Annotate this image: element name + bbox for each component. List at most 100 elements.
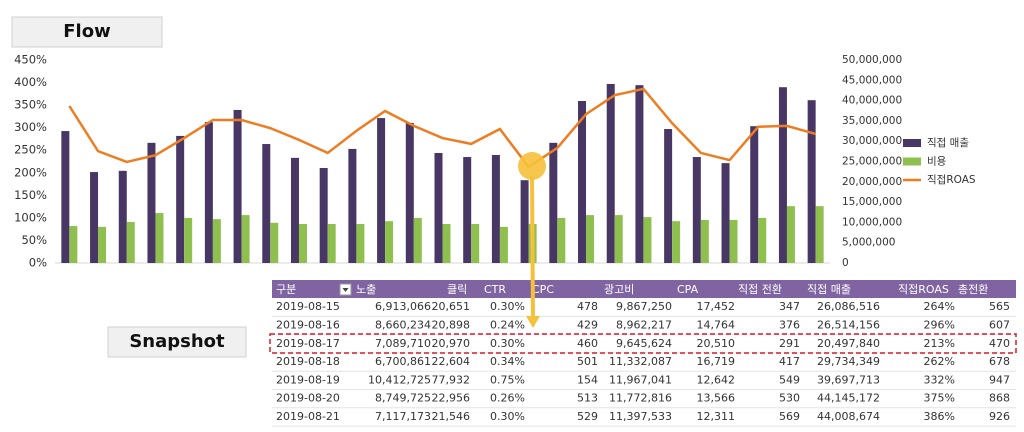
table-cell: 11,967,041 <box>609 373 672 386</box>
y-tick-label: 200% <box>14 165 47 179</box>
legend-label: 직접ROAS <box>927 174 976 186</box>
table-cell: 11,332,087 <box>609 355 672 368</box>
bar <box>212 219 221 263</box>
table-cell: 11,772,816 <box>609 392 672 405</box>
table-cell: 14,764 <box>697 318 736 331</box>
table-header-bg <box>272 280 1016 298</box>
table-cell: 417 <box>779 355 800 368</box>
y2-tick-label: 50,000,000 <box>842 54 902 66</box>
bar <box>491 155 500 263</box>
y-tick-label: 100% <box>14 210 47 224</box>
bar <box>692 157 701 263</box>
table-cell: 386% <box>924 410 955 423</box>
table-cell: 29,734,349 <box>817 355 880 368</box>
bar <box>700 219 709 263</box>
bar <box>520 180 529 263</box>
y2-tick-label: 30,000,000 <box>842 135 902 147</box>
bar <box>69 226 78 263</box>
table-cell: 44,008,674 <box>817 410 880 423</box>
table-cell: 530 <box>779 392 800 405</box>
y2-tick-label: 15,000,000 <box>842 196 902 208</box>
table-cell: 12,311 <box>697 410 736 423</box>
bar <box>721 163 730 263</box>
bar <box>385 221 394 263</box>
table-cell: 2019-08-17 <box>276 337 340 350</box>
bar <box>815 206 824 263</box>
table-cell: 868 <box>989 392 1010 405</box>
column-header: CTR <box>484 283 506 296</box>
line <box>68 87 816 169</box>
flow-label: Flow <box>63 21 110 42</box>
focus-marker <box>518 152 546 180</box>
bar <box>606 83 615 263</box>
highlight-row <box>269 333 1017 354</box>
table-cell: 0.34% <box>490 355 525 368</box>
bar <box>499 226 508 263</box>
bar <box>233 109 242 263</box>
column-header: 직접ROAS <box>898 283 949 296</box>
table-cell: 12,642 <box>697 373 736 386</box>
bar <box>643 217 652 263</box>
table-cell: 2019-08-21 <box>276 410 340 423</box>
bar <box>750 126 759 263</box>
y-tick-label: 400% <box>14 75 47 89</box>
y-tick-label: 300% <box>14 120 47 134</box>
table-cell: 9,867,250 <box>616 300 672 313</box>
table-cell: 262% <box>924 355 955 368</box>
bar <box>442 224 451 263</box>
bar <box>672 221 681 263</box>
table-cell: 0.24% <box>490 318 525 331</box>
bar <box>98 226 107 263</box>
table-cell: 2019-08-19 <box>276 373 340 386</box>
table-cell: 21,546 <box>432 410 471 423</box>
snapshot-box <box>107 326 247 358</box>
chart: 0% 50% 100% 150% 200% 250% 300% 350% 400% 450% 0 5,… <box>14 53 976 270</box>
table-cell: 22,956 <box>432 392 471 405</box>
table-cell: 77,932 <box>432 373 471 386</box>
table-cell: 9,645,624 <box>616 337 672 350</box>
table-cell: 0.30% <box>490 410 525 423</box>
bar <box>348 148 357 263</box>
bar <box>319 167 328 263</box>
table-cell: 16,719 <box>697 355 736 368</box>
snapshot-label: Snapshot <box>129 331 225 352</box>
legend-swatch <box>903 157 921 166</box>
bar <box>327 224 336 263</box>
table-cell: 7,117,173 <box>375 410 431 423</box>
column-header: 구분 <box>276 283 296 296</box>
table-cell: 0.75% <box>490 373 525 386</box>
column-header: CPA <box>677 283 699 296</box>
y2-tick-label: 40,000,000 <box>842 95 902 107</box>
table-cell: 478 <box>577 300 598 313</box>
y-tick-label: 450% <box>14 53 47 67</box>
table-cell: 13,566 <box>697 392 736 405</box>
bar <box>90 172 99 263</box>
legend-swatch <box>903 139 921 147</box>
legend-label: 직접 매출 <box>927 137 969 149</box>
table-cell: 26,086,516 <box>817 300 880 313</box>
table-cell: 678 <box>989 355 1010 368</box>
table: 구분 노출 클릭 CTR CPC 광고비 CPA 직접 전환 직접 매출 직접ROAS 총전환 201… <box>272 280 1016 427</box>
y2-tick-label: 35,000,000 <box>842 115 902 127</box>
table-cell: 529 <box>577 410 598 423</box>
bar <box>176 135 185 263</box>
table-cell: 6,700,861 <box>375 355 431 368</box>
table-cell: 20,898 <box>432 318 471 331</box>
table-cell: 0.30% <box>490 300 525 313</box>
bar <box>463 157 472 263</box>
bar <box>262 144 271 263</box>
bar <box>586 215 595 263</box>
table-cell: 7,089,710 <box>375 337 431 350</box>
bar <box>413 217 422 263</box>
flow-box <box>11 16 163 48</box>
table-cell: 569 <box>779 410 800 423</box>
table-cell: 0.30% <box>490 337 525 350</box>
y2-tick-label: 10,000,000 <box>842 216 902 228</box>
table-cell: 20,651 <box>432 300 471 313</box>
table-cell: 549 <box>779 373 800 386</box>
y2-tick-label: 25,000,000 <box>842 156 902 168</box>
arrow-shaft <box>530 175 535 319</box>
table-cell: 2019-08-16 <box>276 318 340 331</box>
bar <box>270 222 279 263</box>
